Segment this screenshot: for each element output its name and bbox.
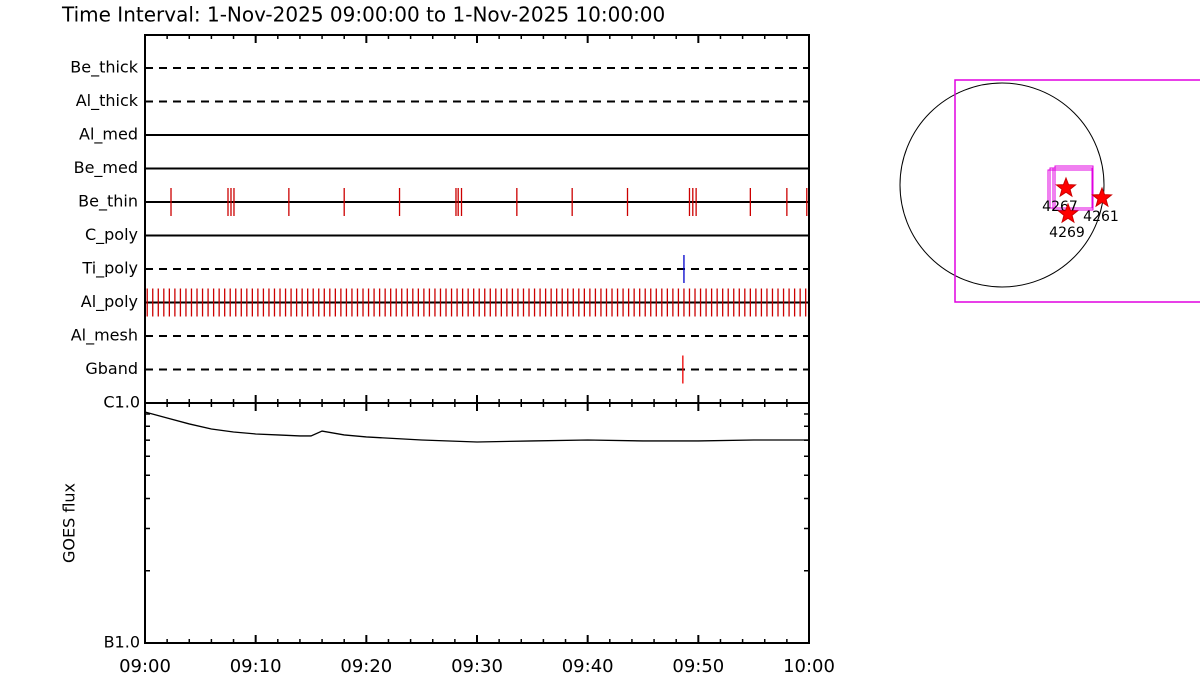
x-tick-label: 09:50 (672, 656, 724, 677)
solar-disk (899, 82, 1105, 288)
x-tick-label: 09:10 (230, 656, 282, 677)
y-axis-title: GOES flux (60, 483, 79, 563)
row-label: Be_thick (70, 58, 138, 78)
region-star (1055, 176, 1077, 198)
row-label: Ti_poly (81, 259, 138, 279)
row-label: Al_thick (76, 91, 139, 111)
fov-box (1054, 165, 1094, 209)
x-tick-label: 09:20 (340, 656, 392, 677)
row-label: Gband (85, 359, 138, 378)
region-star (1091, 186, 1113, 208)
row-label: Be_med (74, 158, 138, 178)
region-star (1057, 202, 1079, 224)
row-label: Al_med (79, 125, 138, 145)
x-tick-label: 09:30 (451, 656, 503, 677)
goes-line (144, 411, 809, 443)
row-label: Be_thin (78, 192, 138, 212)
x-tick-label: 09:00 (119, 656, 171, 677)
row-label: Al_mesh (71, 326, 138, 346)
y-tick-label: C1.0 (103, 393, 140, 412)
panel-frame (144, 34, 810, 404)
x-tick-label: 10:00 (783, 656, 835, 677)
panel-frame (144, 402, 810, 644)
y-tick-label: B1.0 (104, 633, 140, 652)
x-tick-label: 09:40 (562, 656, 614, 677)
fov-box (954, 79, 1200, 303)
region-label: 4269 (1049, 225, 1085, 241)
chart-title: Time Interval: 1-Nov-2025 09:00:00 to 1-… (61, 3, 665, 27)
region-label: 4261 (1083, 209, 1119, 225)
row-label: C_poly (85, 225, 138, 245)
row-label: Al_poly (81, 292, 138, 312)
